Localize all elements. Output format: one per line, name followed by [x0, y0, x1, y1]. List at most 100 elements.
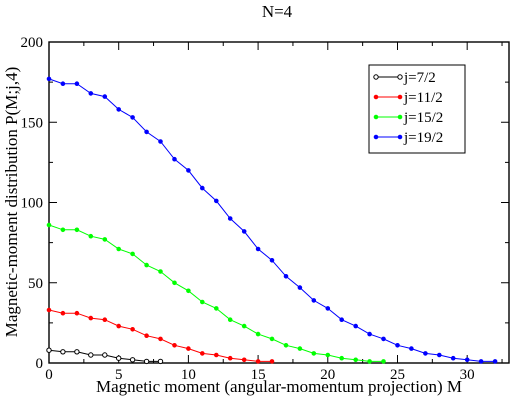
data-point-j-15-2 [144, 262, 149, 268]
y-tick-label: 100 [21, 196, 44, 212]
data-point-j-19-2 [297, 285, 303, 290]
data-point-j-15-2 [60, 227, 66, 233]
data-point-j-11-2 [241, 357, 247, 363]
data-point-j-19-2 [74, 81, 80, 86]
legend-label-j-15-2: j=15/2 [403, 110, 443, 126]
data-point-j-11-2 [200, 351, 205, 356]
legend-marker-j-15-2 [373, 114, 379, 120]
data-point-j-15-2 [353, 357, 359, 363]
x-axis-label: Magnetic moment (angular-momentum projec… [96, 377, 462, 396]
data-point-j-19-2 [325, 306, 331, 311]
data-point-j-11-2 [214, 352, 219, 358]
data-point-j-15-2 [367, 359, 372, 364]
data-point-j-19-2 [214, 198, 219, 204]
chart-title: N=4 [262, 2, 293, 21]
data-point-j-19-2 [88, 91, 94, 96]
data-point-j-15-2 [283, 343, 289, 348]
data-point-j-15-2 [74, 227, 80, 233]
data-point-j-19-2 [269, 258, 275, 263]
data-point-j-11-2 [88, 315, 94, 321]
data-point-j-19-2 [464, 357, 470, 363]
x-tick-label: 5 [115, 367, 123, 383]
y-tick-label: 50 [28, 276, 43, 292]
data-point-j-15-2 [172, 280, 177, 286]
data-point-j-19-2 [46, 76, 52, 82]
data-point-j-15-2 [311, 351, 317, 356]
data-point-j-7-2 [46, 347, 52, 353]
y-tick-label: 150 [21, 115, 44, 131]
data-point-j-19-2 [255, 246, 261, 252]
y-axis-label: Magnetic-moment distribution P(M;j,4) [2, 67, 21, 338]
x-tick-label: 25 [390, 367, 405, 383]
data-point-j-7-2 [116, 355, 122, 361]
data-point-j-7-2 [143, 358, 150, 365]
data-point-j-11-2 [130, 327, 135, 332]
legend: j=7/2 j=11/2 j=15/2 j=19/2 [368, 64, 466, 154]
data-point-j-15-2 [130, 251, 135, 257]
data-point-j-15-2 [46, 222, 52, 228]
x-tick-label: 0 [45, 367, 53, 383]
legend-marker-j-19-2 [397, 134, 403, 140]
y-tick-label: 200 [21, 35, 44, 51]
data-point-j-11-2 [116, 323, 121, 329]
y-tick-label: 0 [36, 356, 44, 372]
data-point-j-11-2 [186, 346, 191, 351]
data-point-j-15-2 [255, 331, 261, 337]
data-point-j-7-2 [88, 352, 94, 358]
data-point-j-11-2 [269, 359, 275, 364]
data-point-j-19-2 [339, 317, 345, 323]
y-axis: 0 50 100 150 200 [21, 35, 509, 372]
data-point-j-19-2 [144, 129, 149, 135]
data-point-j-19-2 [478, 359, 484, 364]
data-point-j-19-2 [395, 343, 400, 348]
data-point-j-19-2 [409, 346, 414, 351]
legend-marker-j-11-2 [373, 94, 379, 100]
data-point-j-7-2 [102, 352, 108, 358]
data-point-j-19-2 [130, 115, 135, 120]
data-point-j-15-2 [88, 233, 94, 239]
x-tick-label: 20 [320, 367, 335, 383]
data-point-j-19-2 [60, 81, 66, 86]
legend-label-j-19-2: j=19/2 [403, 130, 443, 146]
data-point-j-11-2 [74, 310, 80, 316]
data-point-j-19-2 [200, 185, 205, 191]
data-point-j-11-2 [255, 359, 261, 364]
x-axis: 0 5 10 15 20 25 30 [45, 42, 503, 383]
data-point-j-15-2 [158, 269, 163, 274]
data-point-j-7-2 [60, 349, 66, 355]
data-point-j-11-2 [46, 307, 52, 313]
legend-marker-j-7-2 [373, 74, 379, 80]
data-point-j-19-2 [186, 168, 191, 173]
data-point-j-11-2 [227, 355, 233, 361]
data-point-j-19-2 [283, 274, 289, 279]
data-point-j-19-2 [311, 298, 317, 303]
data-point-j-15-2 [227, 317, 233, 323]
data-point-j-11-2 [158, 336, 163, 342]
data-point-j-11-2 [102, 317, 108, 323]
legend-marker-j-19-2 [373, 134, 379, 140]
series-layer [46, 76, 498, 365]
data-point-j-7-2 [157, 358, 164, 365]
data-point-j-15-2 [269, 336, 275, 342]
data-point-j-15-2 [214, 306, 219, 311]
data-point-j-19-2 [158, 139, 163, 144]
data-point-j-11-2 [60, 310, 66, 316]
data-point-j-19-2 [437, 352, 442, 358]
data-point-j-7-2 [74, 349, 80, 355]
legend-marker-j-15-2 [397, 114, 403, 120]
legend-marker-j-7-2 [397, 74, 403, 80]
data-point-j-15-2 [325, 352, 331, 358]
data-point-j-11-2 [172, 343, 177, 348]
legend-label-j-11-2: j=11/2 [403, 90, 443, 106]
legend-marker-j-11-2 [397, 94, 403, 100]
data-point-j-7-2 [129, 357, 136, 363]
legend-box [368, 64, 466, 154]
data-point-j-19-2 [102, 94, 108, 99]
x-tick-label: 30 [460, 367, 475, 383]
series-line-j-11-2 [48, 309, 272, 362]
data-point-j-19-2 [116, 107, 121, 112]
data-point-j-15-2 [339, 355, 345, 361]
data-point-j-15-2 [200, 299, 205, 305]
data-point-j-11-2 [144, 333, 149, 339]
data-point-j-15-2 [186, 288, 191, 294]
